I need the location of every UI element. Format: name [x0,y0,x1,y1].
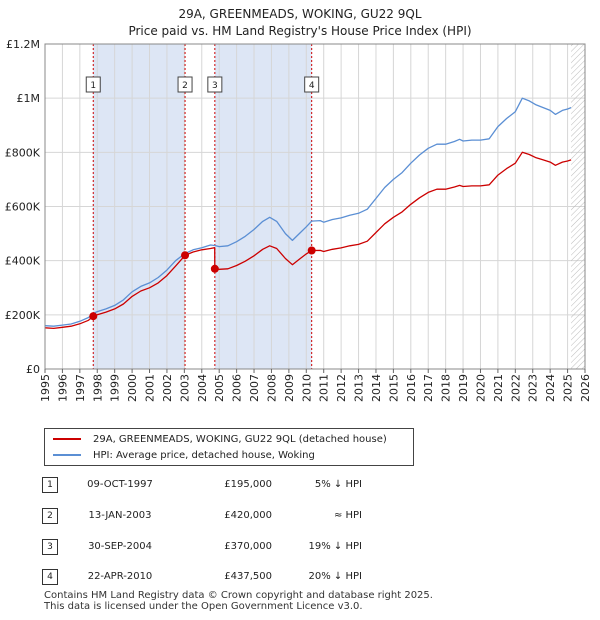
sale-marker-box [85,76,101,93]
x-tick-label: 2002 [161,374,174,402]
sale-date: 09-OCT-1997 [87,479,153,490]
x-tick-label: 2020 [474,374,487,402]
footer-licence: This data is licensed under the Open Gov… [44,601,363,612]
legend-label-property: 29A, GREENMEADS, WOKING, GU22 9QL (detac… [93,433,387,445]
sale-marker-label: 1 [90,81,96,91]
x-tick-label: 2017 [422,374,435,402]
sale-marker-label: 2 [182,81,188,91]
x-tick-label: 1996 [56,374,69,402]
legend-item-hpi: HPI: Average price, detached house, Woki… [53,447,315,463]
x-tick-label: 2016 [405,374,418,402]
x-tick-label: 2012 [335,374,348,402]
sale-point [210,264,219,273]
chart-title: 29A, GREENMEADS, WOKING, GU22 9QL Price … [0,6,600,40]
sale-price: £420,000 [224,510,272,521]
table-row: 4 22-APR-2010 £437,500 20% ↓ HPI [42,567,402,587]
x-tick-label: 1998 [91,374,104,402]
y-tick-label: £0 [26,363,40,376]
sale-number-badge: 2 [42,508,58,524]
hpi-series-line [45,97,572,327]
x-tick-label: 2010 [300,374,313,402]
sale-marker-label: 3 [212,81,218,91]
y-tick-label: £1M [17,92,41,105]
sale-hpi-comparison: 19% ↓ HPI [308,541,362,552]
x-tick-label: 1995 [39,374,52,402]
sale-date: 13-JAN-2003 [88,510,152,521]
forecast-region [571,44,585,369]
sale-point [307,246,316,255]
legend: 29A, GREENMEADS, WOKING, GU22 9QL (detac… [44,428,414,466]
x-tick-label: 2011 [318,374,331,402]
x-tick-label: 2006 [231,374,244,402]
y-tick-label: £200K [5,309,41,322]
x-tick-label: 2021 [492,374,505,402]
plot-frame [44,43,586,370]
x-tick-label: 2008 [265,374,278,402]
legend-swatch-property [53,438,81,440]
x-tick-label: 2009 [283,374,296,402]
title-line-1: 29A, GREENMEADS, WOKING, GU22 9QL [178,7,422,21]
footer: Contains HM Land Registry data © Crown c… [44,590,433,612]
x-tick-label: 2000 [126,374,139,402]
sale-marker-label: 4 [309,81,315,91]
x-tick-label: 2007 [248,374,261,402]
sale-marker-box [304,76,320,93]
legend-item-property: 29A, GREENMEADS, WOKING, GU22 9QL (detac… [53,431,387,447]
footer-copyright: Contains HM Land Registry data © Crown c… [44,590,433,601]
x-tick-label: 2014 [370,374,383,402]
sale-hpi-comparison: ≈ HPI [333,510,362,521]
x-tick-label: 1999 [109,374,122,402]
y-tick-label: £800K [5,146,41,159]
price-chart: £0 £200K £400K £600K £800K £1M £1.2M 1995 1996 19… [5,38,592,402]
legend-label-hpi: HPI: Average price, detached house, Woki… [93,449,315,461]
y-tick-label: £1.2M [6,38,40,51]
table-row: 3 30-SEP-2004 £370,000 19% ↓ HPI [42,537,402,557]
table-row: 2 13-JAN-2003 £420,000 ≈ HPI [42,506,402,526]
x-tick-label: 1997 [74,374,87,402]
table-row: 1 09-OCT-1997 £195,000 5% ↓ HPI [42,475,402,495]
sale-date: 30-SEP-2004 [88,541,152,552]
sale-marker-box [207,76,223,93]
sale-hpi-comparison: 20% ↓ HPI [308,571,362,582]
x-tick-label: 2019 [457,374,470,402]
y-tick-label: £400K [5,255,41,268]
legend-swatch-hpi [53,454,81,456]
x-tick-label: 2026 [579,374,592,402]
x-tick-label: 2025 [562,374,575,402]
title-line-2: Price paid vs. HM Land Registry's House … [128,24,472,38]
x-tick-label: 2023 [527,374,540,402]
sale-number-badge: 4 [42,569,58,585]
sale-hpi-comparison: 5% ↓ HPI [314,479,362,490]
sale-point [89,312,98,321]
sale-price: £437,500 [224,571,272,582]
sale-number-badge: 1 [42,477,58,493]
sale-marker-box [177,76,193,93]
x-tick-label: 2022 [509,374,522,402]
x-tick-label: 2018 [440,374,453,402]
sale-point [181,251,190,260]
x-tick-label: 2013 [353,374,366,402]
x-tick-label: 2005 [213,374,226,402]
sale-price: £195,000 [224,479,272,490]
x-tick-label: 2003 [178,374,191,402]
sale-date: 22-APR-2010 [87,571,153,582]
sale-price: £370,000 [224,541,272,552]
x-tick-label: 2001 [144,374,157,402]
x-tick-label: 2004 [196,374,209,402]
y-tick-label: £600K [5,201,41,214]
x-tick-label: 2024 [544,374,557,402]
sale-number-badge: 3 [42,539,58,555]
x-tick-label: 2015 [387,374,400,402]
